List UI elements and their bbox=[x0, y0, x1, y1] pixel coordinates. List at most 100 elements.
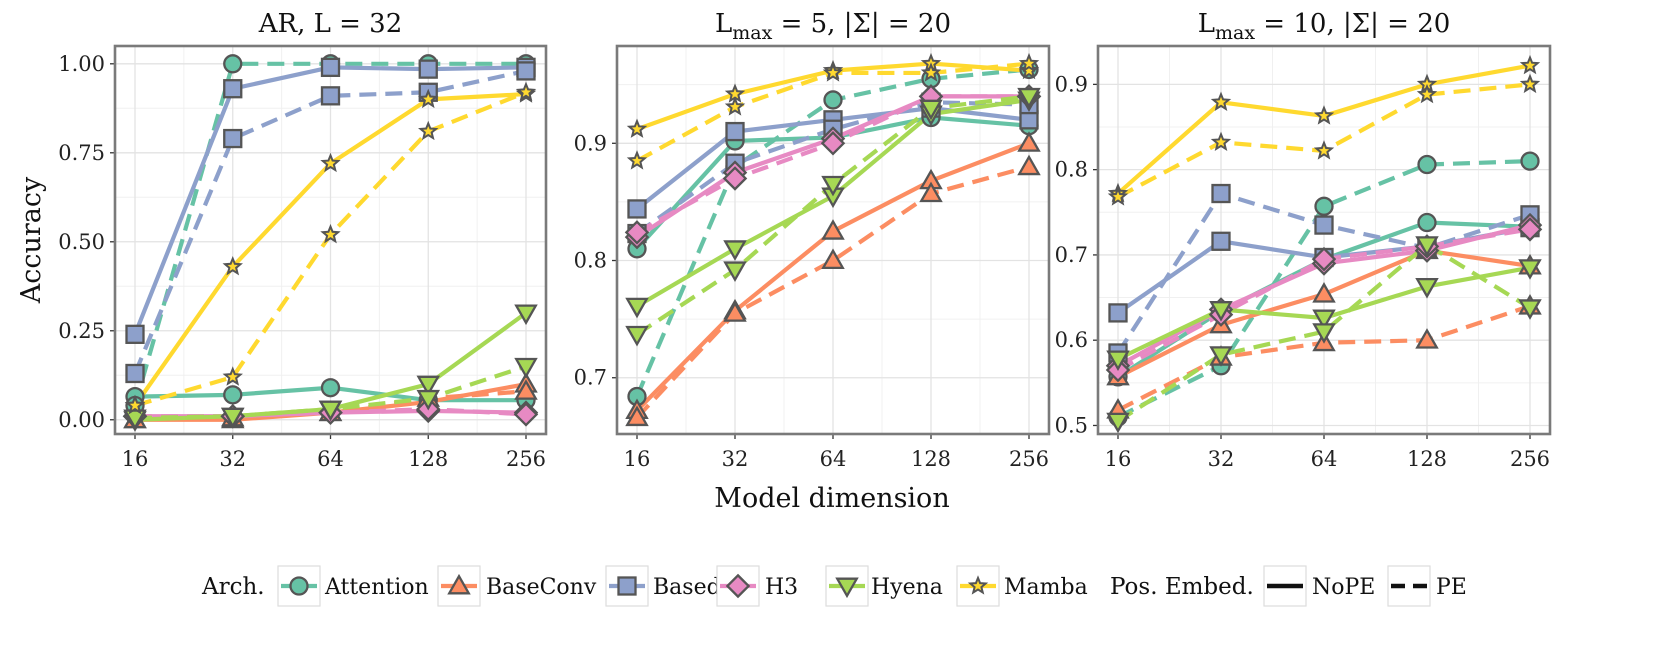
data-point-hyena-nope bbox=[1518, 259, 1542, 280]
data-point-mamba-pe bbox=[920, 62, 942, 82]
legend-label: Attention bbox=[324, 575, 429, 600]
legend-item-hyena: Hyena bbox=[825, 565, 943, 607]
data-point-hyena-nope bbox=[1106, 350, 1130, 372]
panel-3: 0.5 0.6 0.7 0.8 0.9 16 32 64 128 256 Lmax = 10, |Σ… bbox=[1055, 9, 1552, 471]
panel-border bbox=[615, 44, 1051, 436]
y-axis-label: Accuracy bbox=[16, 176, 47, 304]
panel-data bbox=[624, 52, 1042, 427]
x-axis-label: Model dimension bbox=[714, 483, 949, 514]
title-rest: = 5, |Σ| = 20 bbox=[772, 9, 951, 39]
y-tick-label: 0.50 bbox=[58, 230, 105, 254]
legend-label: Hyena bbox=[871, 575, 943, 600]
data-point-mamba-nope bbox=[1313, 105, 1335, 125]
y-tick-label: 0.5 bbox=[1055, 413, 1088, 437]
title-subscript: max bbox=[1215, 22, 1255, 44]
data-point-h3-pe bbox=[722, 166, 748, 191]
data-point-based-nope bbox=[223, 79, 243, 99]
data-point-based-pe bbox=[1211, 183, 1231, 204]
panel-data bbox=[1105, 54, 1543, 434]
x-tick-label: 16 bbox=[122, 447, 149, 471]
data-point-attention-pe bbox=[1417, 154, 1437, 175]
data-point-baseconv-pe bbox=[821, 248, 845, 269]
data-point-h3-pe bbox=[1311, 246, 1337, 272]
legend-arch-title: Arch. bbox=[201, 574, 265, 600]
y-tick-label: 0.9 bbox=[1055, 72, 1088, 96]
series-line-hyena-pe bbox=[1116, 242, 1532, 423]
legend-item-mamba: Mamba bbox=[956, 565, 1088, 607]
data-point-attention-pe bbox=[1314, 196, 1334, 216]
data-point-based-nope bbox=[320, 57, 341, 78]
x-tick-label: 32 bbox=[1208, 447, 1235, 471]
data-point-based-pe bbox=[1314, 215, 1334, 235]
data-point-mamba-pe bbox=[626, 150, 648, 170]
data-point-mamba-nope bbox=[418, 88, 439, 109]
legend-label: PE bbox=[1436, 575, 1467, 600]
data-point-baseconv-nope bbox=[1017, 131, 1041, 152]
data-point-mamba-pe bbox=[1107, 186, 1129, 206]
x-tick-label: 128 bbox=[911, 447, 951, 471]
data-point-attention-nope bbox=[223, 385, 243, 405]
data-point-mamba-pe bbox=[1519, 73, 1541, 94]
y-tick-label: 0.8 bbox=[574, 249, 607, 273]
data-point-hyena-pe bbox=[318, 400, 343, 422]
panel-title: Lmax = 10, |Σ| = 20 bbox=[1198, 9, 1451, 44]
data-point-hyena-pe bbox=[821, 175, 845, 197]
data-point-mamba-pe bbox=[418, 120, 439, 141]
data-point-hyena-pe bbox=[1518, 299, 1542, 320]
data-point-mamba-pe bbox=[1018, 52, 1040, 73]
data-point-hyena-pe bbox=[625, 325, 649, 347]
x-tick-label: 64 bbox=[1311, 447, 1338, 471]
data-point-mamba-pe bbox=[222, 366, 243, 386]
legend-label: Based bbox=[653, 575, 721, 600]
data-point-hyena-pe bbox=[1106, 412, 1130, 434]
data-point-mamba-pe bbox=[515, 81, 537, 101]
data-point-based-pe bbox=[320, 86, 341, 106]
data-point-hyena-pe bbox=[1017, 87, 1041, 109]
x-tick-label: 256 bbox=[506, 447, 546, 471]
legend-key-marker bbox=[289, 576, 309, 596]
legend-pe-title: Pos. Embed. bbox=[1110, 574, 1254, 600]
data-point-hyena-pe bbox=[514, 357, 538, 379]
data-point-attention-pe bbox=[1520, 151, 1540, 171]
data-point-mamba-nope bbox=[626, 118, 648, 138]
x-tick-label: 16 bbox=[1105, 447, 1132, 471]
y-tick-label: 0.8 bbox=[1055, 158, 1088, 182]
y-tick-label: 0.7 bbox=[1055, 243, 1088, 267]
data-point-based-nope bbox=[1108, 303, 1128, 323]
data-point-based-nope bbox=[125, 324, 145, 344]
data-point-h3-pe bbox=[1517, 217, 1543, 242]
data-point-baseconv-pe bbox=[919, 181, 943, 203]
legend: Arch. Attention BaseConv Based H3 Hyena Mamba P… bbox=[201, 565, 1467, 607]
y-tick-label: 0.75 bbox=[58, 141, 105, 165]
legend-label: H3 bbox=[765, 575, 798, 600]
data-point-hyena-nope bbox=[1209, 301, 1233, 322]
legend-key-marker bbox=[967, 575, 989, 595]
title-main: L bbox=[1198, 9, 1215, 39]
y-tick-label: 0.25 bbox=[58, 319, 105, 343]
data-point-hyena-nope bbox=[723, 240, 747, 261]
data-point-based-nope bbox=[725, 121, 745, 142]
data-point-baseconv-pe bbox=[514, 379, 538, 400]
x-tick-label: 256 bbox=[1009, 447, 1049, 471]
y-tick-label: 0.7 bbox=[574, 366, 607, 390]
panel-border bbox=[1096, 44, 1552, 436]
data-point-baseconv-nope bbox=[821, 219, 845, 240]
legend-item-h3: H3 bbox=[716, 565, 798, 607]
series-line-baseconv-pe bbox=[635, 164, 1030, 420]
legend-label: NoPE bbox=[1312, 575, 1375, 600]
data-point-mamba-nope bbox=[1018, 59, 1040, 80]
legend-item-nope: NoPE bbox=[1263, 565, 1375, 607]
data-point-based-pe bbox=[516, 61, 536, 81]
data-point-hyena-pe bbox=[123, 409, 147, 431]
data-point-h3-pe bbox=[624, 220, 650, 245]
series-line-attention-pe bbox=[1117, 159, 1531, 419]
data-point-hyena-pe bbox=[1415, 236, 1439, 257]
y-tick-label: 0.00 bbox=[58, 408, 105, 432]
data-point-hyena-pe bbox=[1209, 346, 1233, 367]
legend-key-marker bbox=[725, 573, 751, 599]
data-point-based-nope bbox=[1211, 231, 1231, 251]
data-point-hyena-nope bbox=[514, 304, 538, 326]
legend-item-based: Based bbox=[605, 565, 721, 607]
data-point-mamba-pe bbox=[124, 394, 146, 415]
data-point-mamba-pe bbox=[724, 96, 746, 116]
